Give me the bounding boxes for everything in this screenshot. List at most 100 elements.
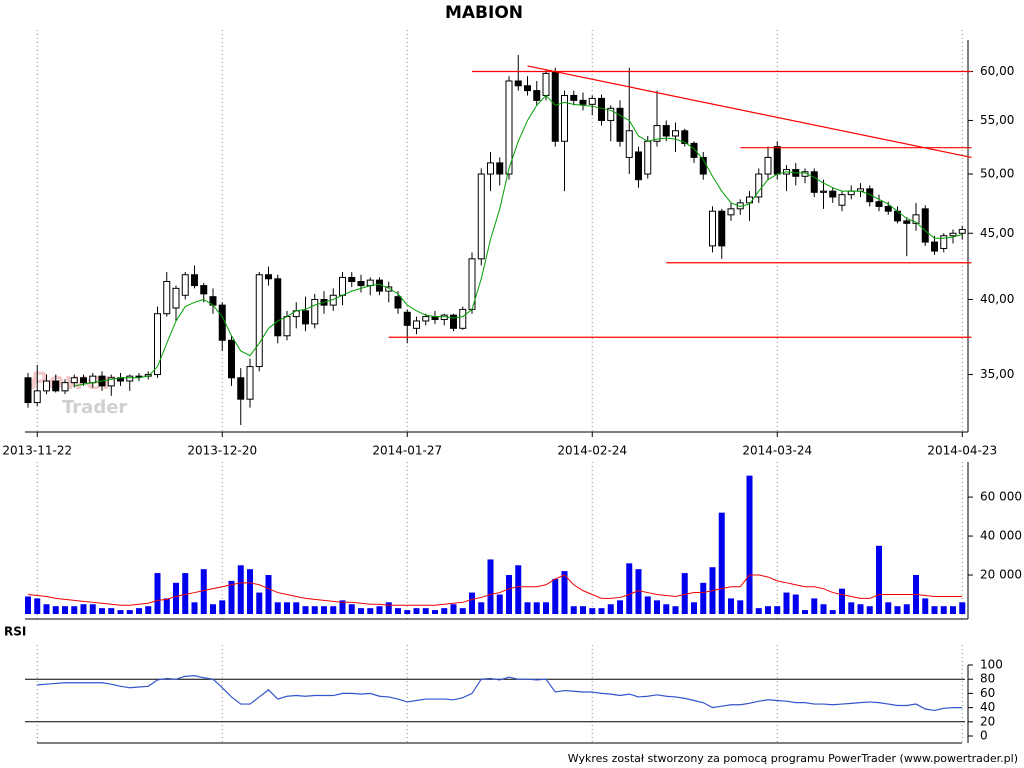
candle-body xyxy=(394,296,402,309)
volume-bar xyxy=(339,600,346,614)
volume-bar xyxy=(635,569,642,614)
volume-bar xyxy=(71,606,78,614)
volume-average xyxy=(27,574,963,606)
volume-bar xyxy=(284,602,290,614)
candle-body xyxy=(366,279,374,287)
candle-body xyxy=(635,151,642,181)
volume-bar xyxy=(533,602,540,614)
volume-bar xyxy=(321,606,327,614)
candle-body xyxy=(403,311,411,326)
volume-bar xyxy=(256,592,263,614)
candle-body xyxy=(940,235,948,249)
volume-bar xyxy=(145,606,152,614)
volume-bar xyxy=(737,600,744,614)
volume-bar xyxy=(876,545,882,614)
volume-bar xyxy=(515,565,522,614)
candle-body xyxy=(847,190,855,196)
volume-bar xyxy=(99,608,105,614)
y-tick-label: 100 xyxy=(980,658,1003,672)
candle-body xyxy=(949,232,957,237)
footer: Wykres został stworzony za pomocą progra… xyxy=(568,752,1018,765)
panel-title: RSI xyxy=(4,625,26,639)
volume-bar xyxy=(663,604,670,614)
volume-bar xyxy=(783,592,790,614)
volume-bar xyxy=(524,602,531,614)
volume-bar xyxy=(543,602,549,614)
candle-body xyxy=(866,188,874,203)
y-tick-label: 20 000 xyxy=(980,568,1022,582)
candle-body xyxy=(218,304,226,341)
volume-bar xyxy=(598,608,605,614)
volume-bar xyxy=(626,563,633,614)
volume-bar xyxy=(700,582,707,614)
candle-body xyxy=(496,162,504,175)
candle-body xyxy=(274,278,282,337)
candle-body xyxy=(413,320,420,329)
candle-body xyxy=(163,280,171,315)
candle-body xyxy=(89,375,97,384)
candle-body xyxy=(820,190,827,193)
candle-body xyxy=(126,375,134,382)
candle-body xyxy=(653,125,661,142)
volume-bar xyxy=(311,606,318,614)
volume-bar xyxy=(839,588,845,614)
candle-body xyxy=(514,80,522,87)
x-tick-label: 2013-11-22 xyxy=(2,444,72,458)
volume-bar xyxy=(589,608,596,614)
candle-body xyxy=(283,316,291,337)
volume-bar xyxy=(774,606,781,614)
volume-bar xyxy=(561,571,568,614)
volume-bar xyxy=(811,598,818,614)
volume-bar xyxy=(478,602,485,614)
x-tick-label: 2014-04-23 xyxy=(927,444,997,458)
volume-bar xyxy=(580,606,586,614)
volume-bar xyxy=(182,573,189,614)
watermark: Trader xyxy=(62,397,127,418)
volume-bar xyxy=(376,606,383,614)
candle-body xyxy=(228,339,235,379)
volume-bar xyxy=(34,598,41,614)
candle-body xyxy=(598,97,605,121)
candle-body xyxy=(524,85,531,92)
trend-line xyxy=(527,65,972,158)
candle-body xyxy=(681,130,689,144)
candle-body xyxy=(80,377,87,384)
candle-body xyxy=(255,274,263,368)
volume-bar xyxy=(228,580,235,614)
volume-bar xyxy=(367,608,374,614)
y-tick-label: 20 xyxy=(980,714,995,728)
volume-bar xyxy=(506,575,512,614)
y-tick-label: 60 xyxy=(980,686,995,700)
candle-body xyxy=(385,286,393,292)
volume-bar xyxy=(210,604,216,614)
candle-body xyxy=(551,71,559,142)
volume-bar xyxy=(959,602,966,614)
candle-body xyxy=(718,210,726,247)
x-tick-label: 2014-03-24 xyxy=(742,444,812,458)
volume-bar xyxy=(265,575,272,614)
volume-bar xyxy=(820,604,827,614)
candle-body xyxy=(838,194,846,206)
candle-body xyxy=(662,125,670,137)
volume-bar xyxy=(219,600,226,614)
candle-body xyxy=(542,72,550,96)
volume-bar xyxy=(247,569,253,614)
candle-body xyxy=(302,310,309,325)
volume-bar xyxy=(570,606,577,614)
x-tick-label: 2014-01-27 xyxy=(372,444,442,458)
volume-bar xyxy=(25,596,31,614)
candle-body xyxy=(265,274,272,280)
volume-bar xyxy=(903,604,910,614)
volume-bar xyxy=(348,604,355,614)
volume-bar xyxy=(163,598,170,614)
candle-body xyxy=(191,274,198,287)
candle-body xyxy=(459,308,467,329)
volume-bar xyxy=(404,610,411,614)
volume-bar xyxy=(450,604,457,614)
candle-body xyxy=(616,107,624,142)
volume-bar xyxy=(728,598,734,614)
volume-bar xyxy=(755,608,762,614)
volume-bar xyxy=(191,602,198,614)
volume-bar xyxy=(126,610,133,614)
candle-body xyxy=(24,377,32,404)
